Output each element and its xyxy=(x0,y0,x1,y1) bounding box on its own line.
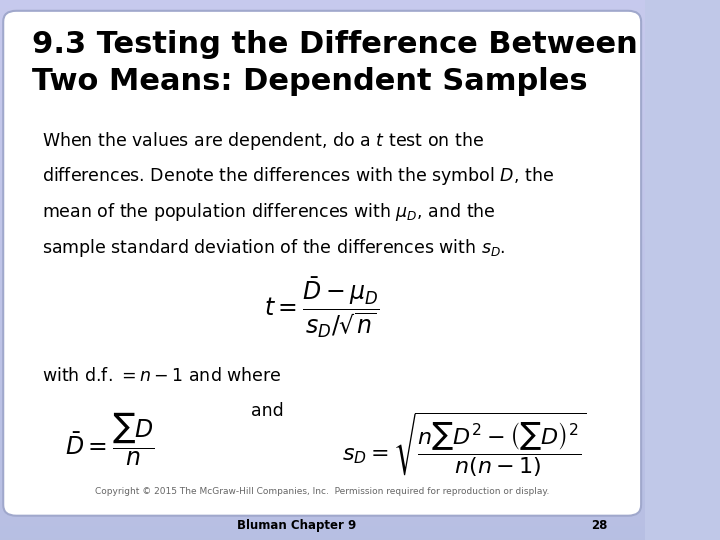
Text: 9.3 Testing the Difference Between: 9.3 Testing the Difference Between xyxy=(32,30,638,59)
Text: with d.f. $= n - 1$ and where: with d.f. $= n - 1$ and where xyxy=(42,367,282,385)
Text: Bluman Chapter 9: Bluman Chapter 9 xyxy=(237,519,356,532)
Text: and: and xyxy=(251,402,284,420)
Text: $s_D = \sqrt{\dfrac{n\sum D^2 - \left(\sum D\right)^2}{n\left(n-1\right)}}$: $s_D = \sqrt{\dfrac{n\sum D^2 - \left(\s… xyxy=(341,410,586,479)
FancyBboxPatch shape xyxy=(3,11,641,516)
Text: mean of the population differences with $\mu_D$, and the: mean of the population differences with … xyxy=(42,201,495,223)
Text: differences. Denote the differences with the symbol $D$, the: differences. Denote the differences with… xyxy=(42,165,554,187)
Text: Copyright © 2015 The McGraw-Hill Companies, Inc.  Permission required for reprod: Copyright © 2015 The McGraw-Hill Compani… xyxy=(95,487,549,496)
Text: $t = \dfrac{\bar{D} - \mu_D}{s_D / \sqrt{n}}$: $t = \dfrac{\bar{D} - \mu_D}{s_D / \sqrt… xyxy=(264,275,380,340)
Text: $\bar{D} = \dfrac{\sum D}{n}$: $\bar{D} = \dfrac{\sum D}{n}$ xyxy=(65,410,155,468)
Text: Two Means: Dependent Samples: Two Means: Dependent Samples xyxy=(32,68,588,97)
Text: 28: 28 xyxy=(591,519,608,532)
Text: sample standard deviation of the differences with $s_D$.: sample standard deviation of the differe… xyxy=(42,237,505,259)
Text: When the values are dependent, do a $t$ test on the: When the values are dependent, do a $t$ … xyxy=(42,130,484,152)
